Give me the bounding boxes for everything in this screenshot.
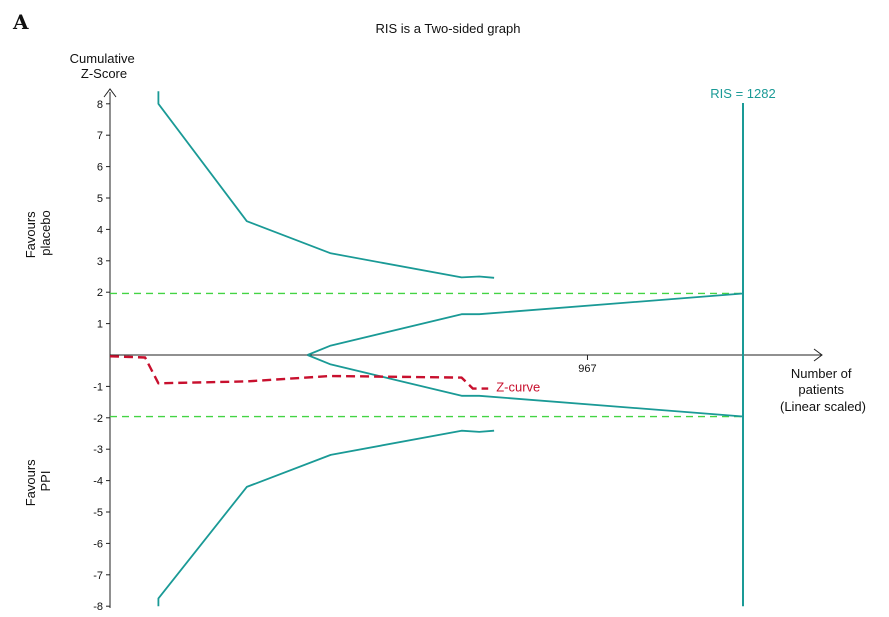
y-tick-label--7: -7 <box>93 570 103 582</box>
y-tick-label-8: 8 <box>97 99 103 111</box>
y-tick-label--2: -2 <box>93 413 103 425</box>
favours-placebo-line-1: Favours <box>23 211 38 258</box>
x-axis-arrow <box>813 348 823 362</box>
y-tick-label-5: 5 <box>97 193 103 205</box>
y-axis-arrow <box>103 88 117 98</box>
favours-placebo-label: Favours placebo <box>23 208 53 259</box>
x-tick-label-967: 967 <box>578 363 596 375</box>
z-curve <box>109 355 489 390</box>
y-axis-label-line-1: Cumulative <box>70 51 135 66</box>
y-tick-label--1: -1 <box>93 381 103 393</box>
favours-placebo-line-2: placebo <box>38 210 53 256</box>
y-tick-label-1: 1 <box>97 319 103 331</box>
favours-ppi-line-2: PPI <box>38 471 53 492</box>
x-axis-label: Number of patients (Linear scaled) <box>780 366 866 414</box>
y-tick-label--3: -3 <box>93 444 103 456</box>
z-curve-label: Z-curve <box>496 380 540 395</box>
y-tick-label-6: 6 <box>97 162 103 174</box>
y-ticks: 8 7 6 5 4 3 2 1 -1 -2 -3 -4 -5 -6 -7 -8 <box>93 99 110 613</box>
ris-label: RIS = 1282 <box>710 86 775 101</box>
futility-boundary-upper <box>307 292 744 356</box>
y-tick-label-2: 2 <box>97 287 103 299</box>
favours-ppi-label: Favours PPI <box>23 456 53 507</box>
x-axis-label-line-1: Number of <box>791 366 852 381</box>
favours-ppi-line-1: Favours <box>23 459 38 506</box>
y-tick-label--8: -8 <box>93 601 103 613</box>
monitoring-boundary-lower <box>157 429 495 607</box>
panel-label: A <box>12 10 29 34</box>
y-tick-label--5: -5 <box>93 507 103 519</box>
chart-title: RIS is a Two-sided graph <box>376 21 521 36</box>
x-axis-label-line-2: patients <box>798 382 844 397</box>
futility-boundary-lower <box>307 354 744 418</box>
plot-lines <box>109 91 744 607</box>
y-tick-label--4: -4 <box>93 476 103 488</box>
y-tick-label-7: 7 <box>97 130 103 142</box>
monitoring-boundary-upper <box>157 91 495 279</box>
x-axis-label-line-3: (Linear scaled) <box>780 399 866 414</box>
y-tick-label--6: -6 <box>93 538 103 550</box>
y-tick-label-4: 4 <box>97 224 103 236</box>
y-axis-label: Cumulative Z-Score <box>70 51 139 81</box>
y-tick-label-3: 3 <box>97 256 103 268</box>
y-axis-label-line-2: Z-Score <box>81 66 127 81</box>
